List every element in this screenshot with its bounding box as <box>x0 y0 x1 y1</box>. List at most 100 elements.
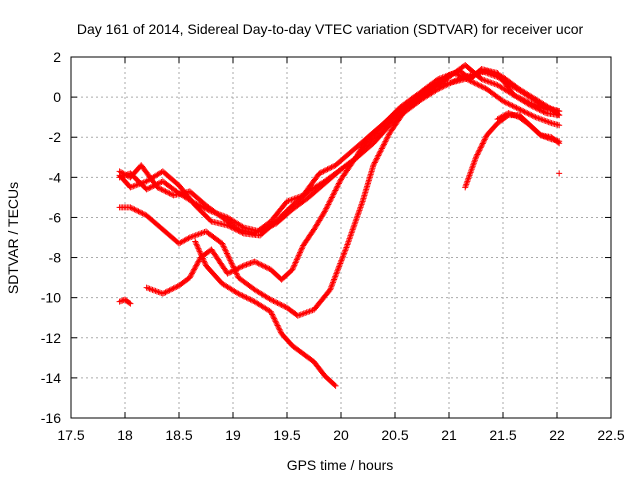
data-point <box>195 258 202 265</box>
data-point <box>438 74 445 81</box>
data-point <box>538 116 545 123</box>
data-point <box>296 312 303 319</box>
data-point <box>525 99 532 106</box>
data-point <box>319 168 326 175</box>
data-point <box>159 187 166 194</box>
data-point <box>527 100 533 107</box>
data-point <box>296 251 303 258</box>
data-point <box>332 382 339 389</box>
data-point <box>479 68 486 75</box>
data-point <box>243 294 250 301</box>
data-point <box>478 143 485 150</box>
y-tick-label: -2 <box>49 129 62 145</box>
data-point <box>531 101 538 108</box>
data-point <box>196 247 203 254</box>
data-point <box>544 118 551 125</box>
data-point <box>477 144 484 151</box>
data-point <box>327 164 334 171</box>
data-point <box>348 231 355 238</box>
data-point <box>335 264 342 271</box>
data-point <box>468 72 475 79</box>
data-point <box>356 205 363 212</box>
data-point <box>277 328 284 335</box>
data-point <box>321 209 328 216</box>
data-point <box>246 260 253 267</box>
data-point <box>201 205 208 212</box>
data-point <box>236 264 243 271</box>
data-point <box>261 263 268 270</box>
data-point <box>355 210 362 217</box>
data-point <box>255 260 262 267</box>
data-point <box>225 223 232 230</box>
data-point <box>290 265 297 272</box>
data-point <box>223 249 230 256</box>
data-point <box>224 251 231 258</box>
data-point <box>230 225 236 232</box>
x-tick-label: 19.5 <box>273 427 300 443</box>
data-point <box>378 145 385 152</box>
data-point <box>522 98 529 105</box>
data-point <box>297 311 304 318</box>
data-point <box>194 231 201 238</box>
y-tick-label: -8 <box>49 250 62 266</box>
data-point <box>334 183 341 190</box>
data-point <box>236 228 243 235</box>
x-tick-label: 22.5 <box>597 427 624 443</box>
data-point <box>233 270 240 277</box>
data-point <box>536 115 543 122</box>
data-point <box>235 265 242 272</box>
data-point <box>428 82 435 89</box>
data-point <box>205 207 212 214</box>
data-point <box>223 213 230 220</box>
data-point <box>270 298 277 305</box>
data-point <box>297 249 304 256</box>
data-point <box>225 269 232 276</box>
series-track-j <box>556 170 563 177</box>
data-point <box>215 211 222 218</box>
data-point <box>333 184 340 191</box>
data-point <box>323 166 330 173</box>
data-point <box>246 296 253 303</box>
data-point <box>476 147 483 154</box>
data-point <box>487 71 494 78</box>
data-point <box>145 285 152 292</box>
data-point <box>199 254 206 261</box>
data-point <box>352 217 359 224</box>
data-point <box>150 183 157 190</box>
data-point <box>258 261 265 268</box>
data-point <box>144 185 151 192</box>
data-point <box>329 163 336 170</box>
data-point <box>446 71 453 78</box>
data-point <box>371 159 378 166</box>
data-point <box>198 230 205 237</box>
data-point <box>341 250 348 257</box>
data-point <box>491 72 498 79</box>
x-tick-label: 20 <box>333 427 349 443</box>
data-point <box>201 259 208 266</box>
data-point <box>236 291 243 298</box>
data-point <box>191 265 198 272</box>
data-point <box>470 72 477 79</box>
data-point <box>490 72 497 79</box>
data-point <box>545 119 552 126</box>
data-point <box>140 179 147 186</box>
data-point <box>273 321 280 328</box>
data-point <box>335 181 342 188</box>
data-point <box>298 245 305 252</box>
data-point <box>290 263 297 270</box>
data-point <box>524 98 531 105</box>
data-point <box>192 238 199 245</box>
data-point <box>329 280 336 287</box>
data-point <box>273 299 280 306</box>
data-point <box>288 196 295 203</box>
data-point <box>122 172 128 179</box>
data-point <box>517 95 524 102</box>
data-point <box>353 214 360 221</box>
data-point <box>154 181 161 188</box>
data-point <box>479 84 486 91</box>
y-tick-label: -6 <box>49 209 62 225</box>
data-point <box>547 119 554 126</box>
data-point <box>451 70 458 77</box>
data-point <box>324 202 331 209</box>
data-point <box>522 109 529 116</box>
